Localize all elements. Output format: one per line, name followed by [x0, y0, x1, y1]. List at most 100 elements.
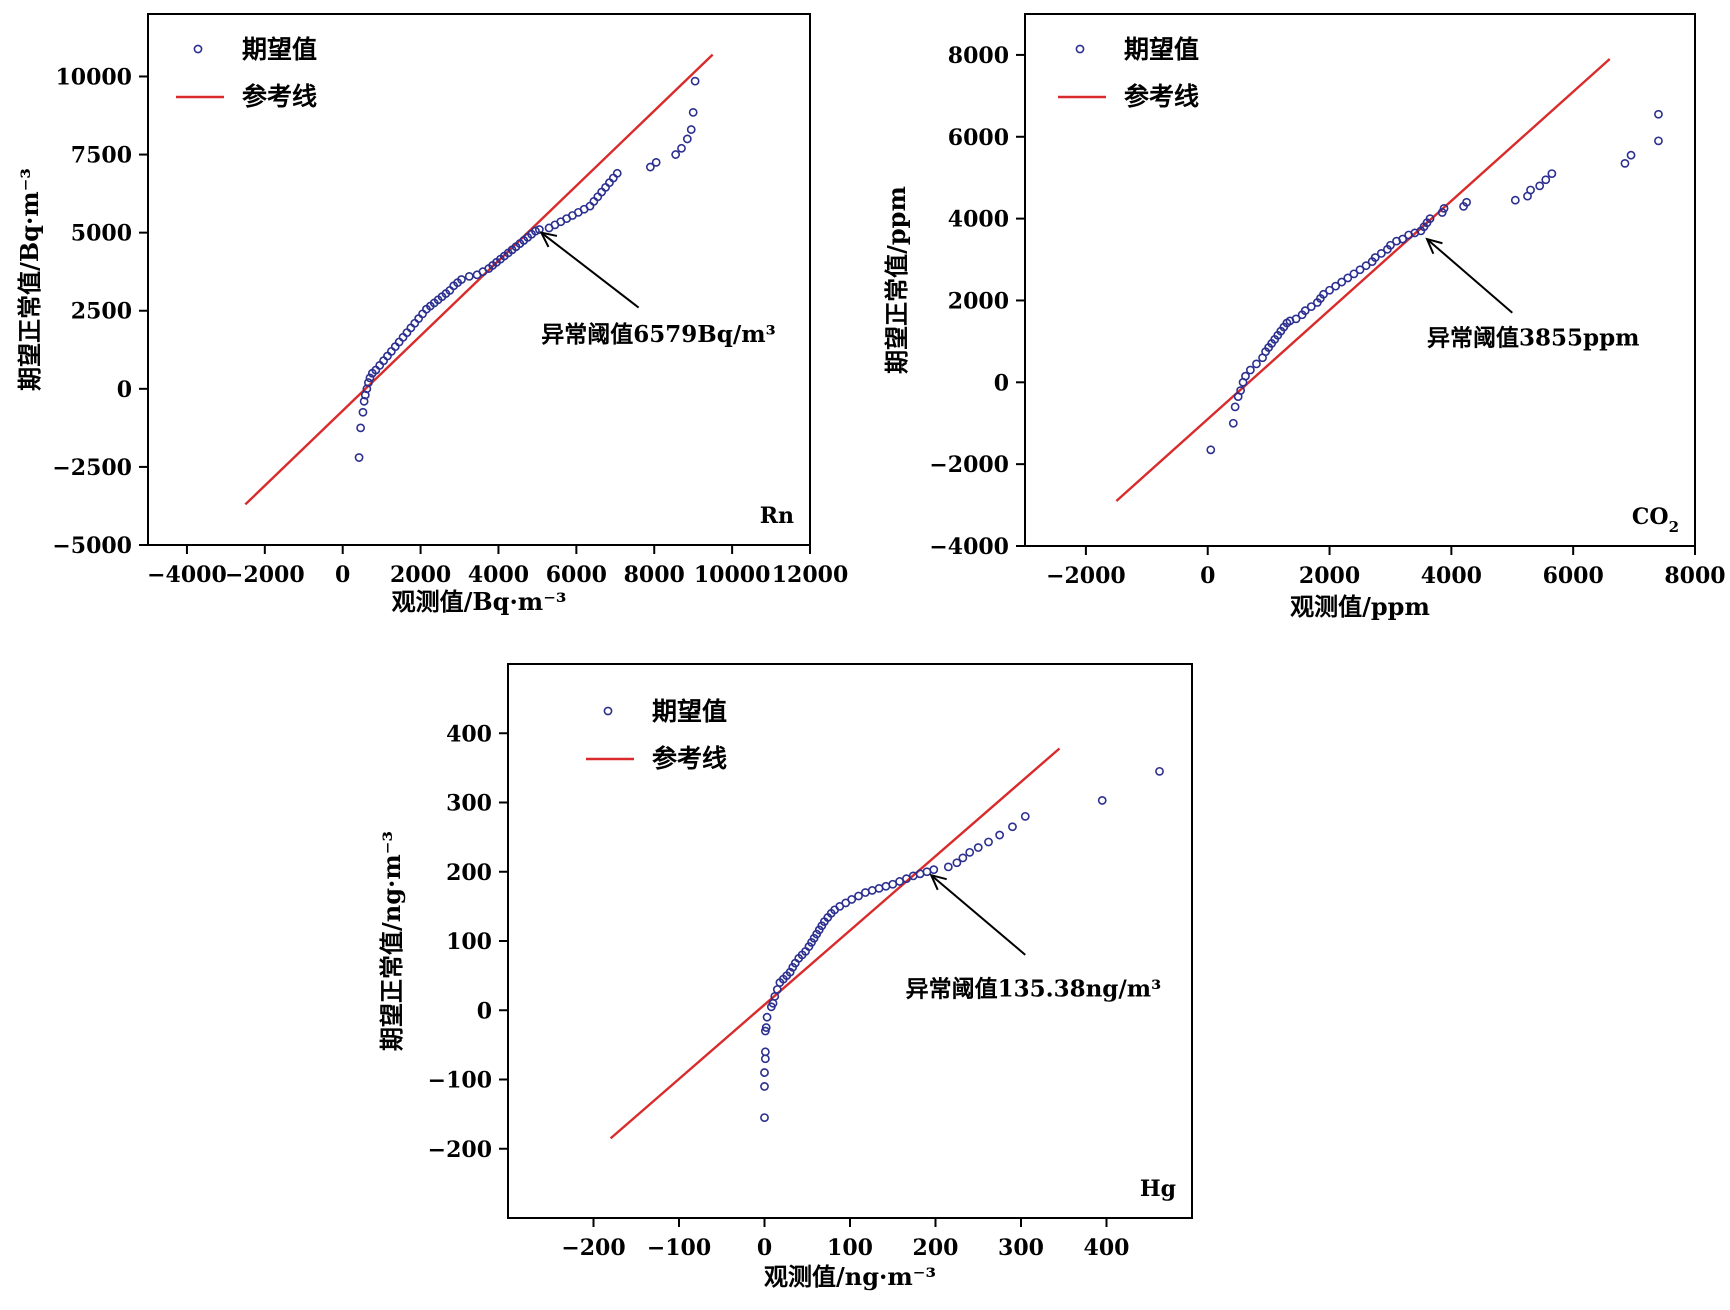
data-point	[1245, 365, 1255, 375]
data-point	[354, 453, 364, 462]
y-tick-label: 4000	[948, 207, 1009, 233]
data-point	[854, 891, 863, 901]
x-tick-label: 12000	[772, 562, 849, 588]
threshold-annotation: 异常阈值6579Bq/m³	[541, 321, 775, 348]
corner-label-main: Hg	[1140, 1176, 1176, 1202]
x-tick-label: 6000	[1543, 563, 1604, 589]
data-point	[760, 1054, 770, 1064]
data-point	[1535, 181, 1545, 191]
y-tick-label: 6000	[948, 125, 1009, 151]
data-point	[1526, 185, 1535, 195]
y-tick-label: 5000	[71, 221, 132, 247]
y-tick-label: 0	[477, 998, 492, 1024]
data-point	[1230, 402, 1240, 412]
data-point	[390, 342, 400, 352]
data-point	[973, 843, 983, 852]
annotation-arrowhead	[929, 873, 947, 891]
data-point	[358, 407, 368, 417]
y-tick-label: 100	[446, 929, 492, 955]
legend-label-expected: 期望值	[1124, 35, 1199, 64]
data-point	[597, 187, 607, 197]
y-tick-label: 200	[446, 860, 492, 886]
y-tick-label: −4000	[929, 534, 1009, 560]
data-point	[1306, 302, 1316, 311]
data-point	[1241, 371, 1250, 381]
data-point	[760, 1047, 770, 1057]
data-point	[394, 337, 404, 347]
data-point	[1325, 285, 1334, 295]
data-point	[952, 858, 962, 868]
data-point	[402, 328, 412, 337]
threshold-annotation: 异常阈值135.38ng/m³	[906, 975, 1162, 1002]
data-point	[534, 225, 544, 234]
data-point	[995, 830, 1005, 840]
data-point	[1654, 136, 1663, 146]
data-point	[762, 1012, 772, 1022]
panel-corner-label: Rn	[760, 503, 794, 529]
data-point	[364, 378, 373, 387]
data-point	[690, 76, 700, 86]
data-point	[457, 275, 466, 284]
data-point	[464, 271, 474, 281]
y-axis-title: 期望正常值/ppm	[882, 186, 911, 374]
panel-corner-label: CO2	[1632, 504, 1679, 536]
x-tick-label: 2000	[390, 562, 451, 588]
data-point	[589, 197, 599, 206]
data-point	[356, 423, 366, 433]
data-point	[379, 356, 388, 366]
plot-frame	[507, 663, 1193, 1219]
data-point	[760, 1068, 769, 1077]
y-tick-label: −200	[428, 1137, 492, 1163]
data-point	[958, 853, 968, 863]
data-point	[1425, 214, 1435, 224]
legend-point-marker	[603, 706, 613, 716]
panel-rn: −4000−2000 0 2000 4000 6000 8000 10000 12000−50…	[15, 13, 849, 616]
data-point	[406, 323, 416, 333]
legend-point-marker	[193, 44, 203, 54]
plot-frame	[1024, 13, 1696, 547]
data-point	[1155, 766, 1164, 776]
data-point	[585, 201, 595, 211]
data-point	[686, 125, 696, 134]
data-point	[984, 837, 993, 847]
y-tick-label: 2000	[948, 288, 1009, 314]
x-axis-title: 观测值/ppm	[1290, 592, 1430, 621]
data-point	[929, 865, 939, 875]
data-point	[645, 162, 655, 172]
x-tick-label: 100	[827, 1235, 873, 1261]
legend-label-expected: 期望值	[652, 697, 727, 726]
data-point	[375, 360, 385, 370]
x-tick-label: 10000	[694, 562, 771, 588]
data-point	[1398, 234, 1408, 244]
x-tick-label: −200	[561, 1235, 625, 1261]
data-point	[1386, 240, 1395, 250]
x-axis-title: 观测值/ng·m⁻³	[764, 1262, 936, 1291]
data-point	[1300, 306, 1310, 316]
annotation-arrow	[1426, 238, 1513, 314]
data-point	[760, 1082, 769, 1091]
y-axis-title: 期望正常值/Bq·m⁻³	[15, 168, 44, 391]
x-tick-label: 0	[1200, 563, 1215, 589]
data-point	[386, 346, 396, 356]
x-tick-label: 400	[1084, 1235, 1130, 1261]
x-tick-label: 0	[757, 1235, 772, 1261]
data-point	[760, 1026, 770, 1036]
data-point	[1547, 169, 1557, 178]
corner-label-subscript: 2	[1669, 518, 1679, 536]
data-point	[761, 1023, 771, 1032]
x-tick-label: 6000	[546, 562, 607, 588]
threshold-annotation: 异常阈值3855ppm	[1427, 324, 1640, 351]
data-point	[593, 192, 603, 202]
data-point	[418, 309, 427, 319]
data-point	[1236, 386, 1246, 395]
data-point	[605, 178, 614, 188]
data-point	[1291, 314, 1301, 324]
x-tick-label: 8000	[1664, 563, 1725, 589]
y-tick-label: 8000	[948, 43, 1009, 69]
data-point	[943, 862, 953, 872]
x-tick-label: −4000	[147, 562, 227, 588]
y-tick-label: −5000	[52, 533, 132, 559]
legend-label-reference: 参考线	[1124, 82, 1199, 111]
data-point	[1206, 445, 1216, 455]
